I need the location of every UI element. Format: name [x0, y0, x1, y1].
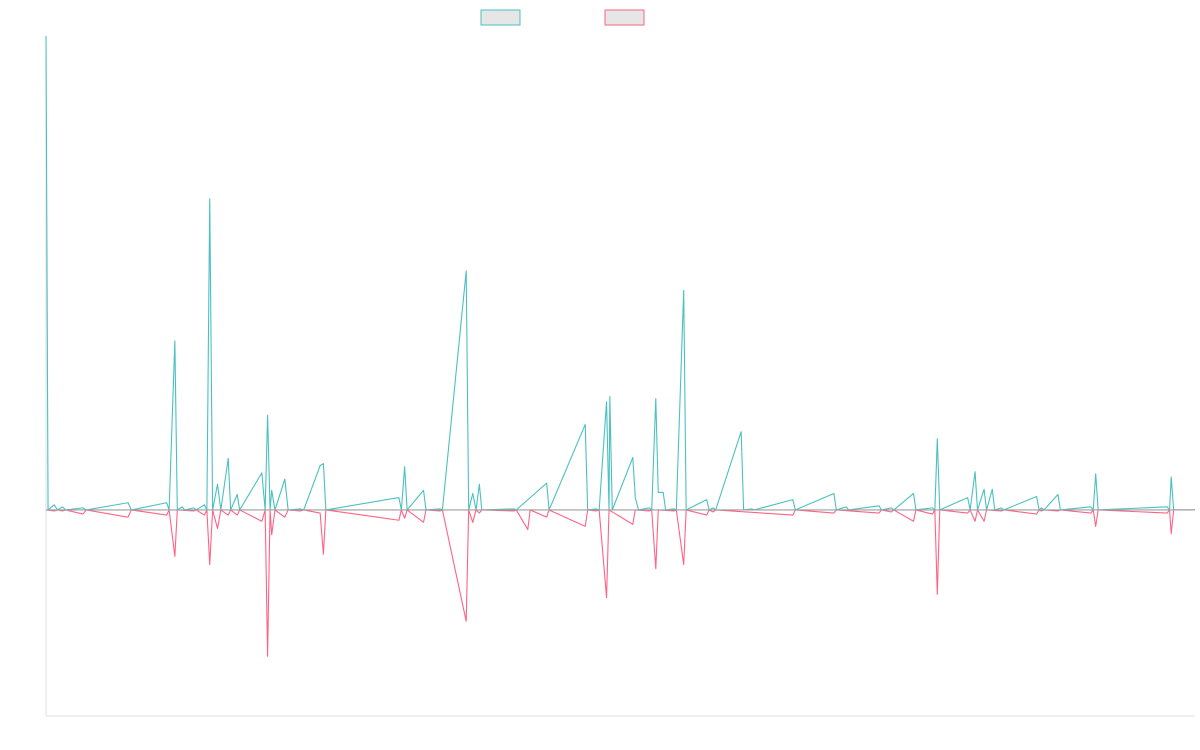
axes [45, 36, 1195, 717]
series-line-1 [45, 35, 1195, 511]
legend-swatch-2[interactable] [604, 9, 645, 26]
legend [480, 9, 645, 26]
series-line-2 [45, 509, 1195, 657]
legend-swatch-1[interactable] [480, 9, 521, 26]
series-layer [45, 35, 1195, 657]
